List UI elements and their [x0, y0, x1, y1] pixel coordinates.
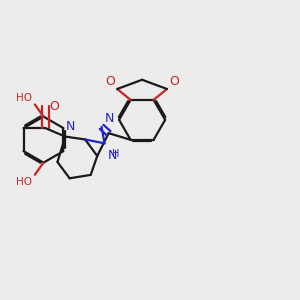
Text: H: H [112, 148, 120, 159]
Text: N: N [105, 112, 114, 125]
Text: HO: HO [16, 176, 32, 187]
Text: N: N [108, 148, 117, 162]
Text: HO: HO [16, 93, 32, 103]
Text: O: O [169, 75, 179, 88]
Text: O: O [105, 75, 115, 88]
Text: O: O [49, 100, 59, 113]
Text: N: N [66, 120, 76, 133]
